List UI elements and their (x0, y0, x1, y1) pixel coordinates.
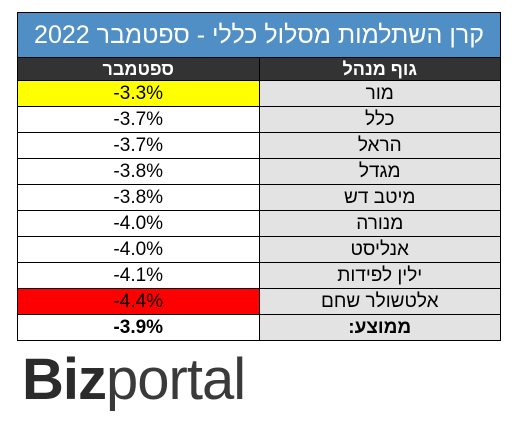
table-title: קרן השתלמות מסלול כללי - ספטמבר 2022 (17, 12, 501, 58)
table-row: -3.9% ממוצע: (17, 314, 501, 341)
return-cell: -4.1% (17, 262, 260, 289)
fund-cell: הראל (258, 132, 501, 159)
column-header: ספטמבר (17, 57, 260, 81)
fund-cell: אלטשולר שחם (258, 288, 501, 315)
table-row: -4.1% ילין לפידות (17, 262, 501, 289)
table-row: -4.4% אלטשולר שחם (17, 288, 501, 315)
return-cell: -3.8% (17, 184, 260, 211)
fund-cell: מגדל (258, 158, 501, 185)
table-row: -3.7% הראל (17, 132, 501, 159)
table-row: -4.0% אנליסט (17, 236, 501, 263)
return-cell: -3.9% (17, 314, 260, 341)
table-row: -4.0% מנורה (17, 210, 501, 237)
fund-cell: מור (258, 80, 501, 107)
logo: Bizportal (22, 347, 246, 412)
fund-cell: מיטב דש (258, 184, 501, 211)
fund-cell: כלל (258, 106, 501, 133)
fund-cell: ממוצע: (258, 314, 501, 341)
fund-cell: מנורה (258, 210, 501, 237)
fund-cell: ילין לפידות (258, 262, 501, 289)
logo-brand: Biz (22, 347, 107, 412)
table-row: -3.8% מגדל (17, 158, 501, 185)
return-cell: -4.0% (17, 210, 260, 237)
data-table: קרן השתלמות מסלול כללי - ספטמבר 2022 ספט… (17, 12, 501, 341)
return-cell: -3.8% (17, 158, 260, 185)
fund-cell: אנליסט (258, 236, 501, 263)
return-cell: -3.7% (17, 132, 260, 159)
return-cell: -4.4% (17, 288, 260, 315)
return-cell: -3.3% (17, 80, 260, 107)
return-cell: -3.7% (17, 106, 260, 133)
return-cell: -4.0% (17, 236, 260, 263)
table-row: -3.3% מור (17, 80, 501, 107)
table-row: -3.7% כלל (17, 106, 501, 133)
column-header: גוף מנהל (258, 57, 501, 81)
logo-suffix: portal (106, 347, 246, 412)
table-row: -3.8% מיטב דש (17, 184, 501, 211)
